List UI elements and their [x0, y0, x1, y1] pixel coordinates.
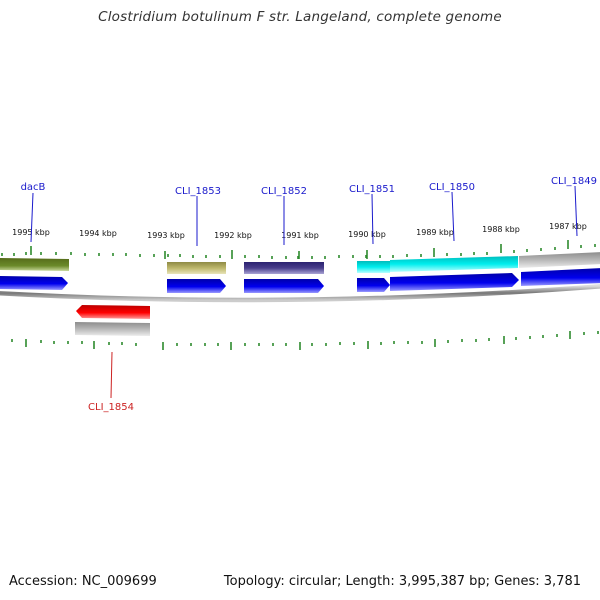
forward-tick-marks: [1, 240, 596, 259]
kbp-label: 1991 kbp: [281, 231, 319, 240]
cli1849-feature-bar[interactable]: [519, 252, 600, 268]
gene-labels: dacB CLI_1853 CLI_1852 CLI_1851 CLI_1850…: [21, 176, 597, 413]
label-leader-lines: [30, 185, 578, 399]
cli1854-leader-line: [110, 351, 113, 399]
kbp-label: 1992 kbp: [214, 231, 252, 240]
gene-label-cli1849[interactable]: CLI_1849: [551, 176, 597, 187]
kbp-scale-labels: 1995 kbp 1994 kbp 1993 kbp 1992 kbp 1991…: [12, 222, 587, 240]
gene-label-cli1853[interactable]: CLI_1853: [175, 186, 221, 197]
cli1849-cds-arrow[interactable]: [521, 268, 600, 286]
feature-bars: [0, 252, 600, 274]
kbp-label: 1994 kbp: [79, 229, 117, 238]
dacb-cds-arrow[interactable]: [0, 276, 68, 290]
gene-label-cli1852[interactable]: CLI_1852: [261, 186, 307, 197]
kbp-label: 1989 kbp: [416, 228, 454, 237]
kbp-label: 1988 kbp: [482, 225, 520, 234]
dacb-feature-bar[interactable]: [0, 258, 69, 271]
cli1850-leader-line: [451, 191, 455, 242]
map-title: Clostridium botulinum F str. Langeland, …: [98, 9, 502, 25]
forward-cds-arrows: [0, 268, 600, 293]
reverse-cds: [75, 305, 150, 336]
cli1852-feature-bar[interactable]: [244, 262, 324, 274]
gene-label-cli1854[interactable]: CLI_1854: [88, 402, 134, 413]
cli1851-leader-line: [371, 193, 374, 245]
cli1849-leader-line: [574, 185, 578, 237]
genome-stats-text: Topology: circular; Length: 3,995,387 bp…: [223, 574, 581, 589]
gene-label-dacb[interactable]: dacB: [21, 182, 46, 193]
gene-label-cli1850[interactable]: CLI_1850: [429, 182, 475, 193]
cli1852-cds-arrow[interactable]: [244, 279, 324, 293]
cli1850-feature-bar[interactable]: [390, 256, 518, 272]
cli1850-cds-arrow[interactable]: [390, 273, 519, 291]
reverse-tick-marks: [11, 331, 599, 350]
cli1854-cds-arrow[interactable]: [76, 305, 150, 319]
gene-label-cli1851[interactable]: CLI_1851: [349, 184, 395, 195]
kbp-label: 1987 kbp: [549, 222, 587, 231]
kbp-label: 1990 kbp: [348, 230, 386, 239]
cli1851-cds-arrow[interactable]: [357, 278, 390, 292]
cli1854-feature-bar[interactable]: [75, 322, 150, 336]
cli1853-cds-arrow[interactable]: [167, 279, 226, 293]
kbp-label: 1993 kbp: [147, 231, 185, 240]
cli1853-feature-bar[interactable]: [167, 262, 226, 274]
genome-backbone: [0, 284, 600, 303]
cli1851-feature-bar[interactable]: [357, 261, 390, 273]
dacb-leader-line: [30, 192, 34, 243]
accession-text: Accession: NC_009699: [9, 574, 157, 589]
